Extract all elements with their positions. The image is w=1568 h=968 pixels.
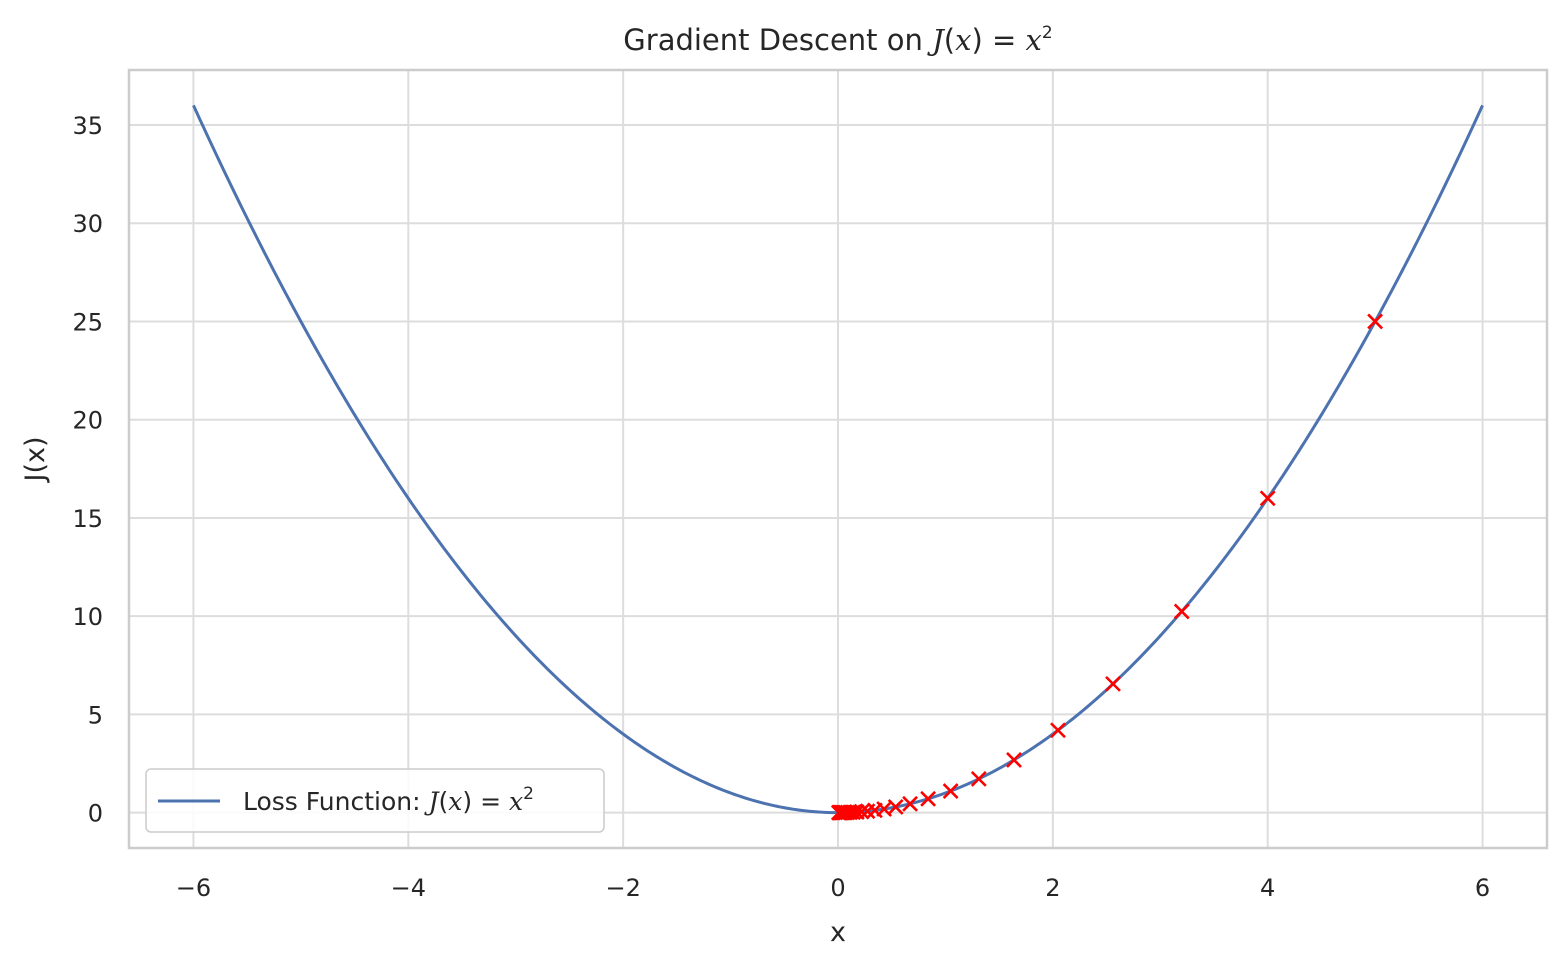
y-axis-label: J(x) [20,436,51,483]
chart-title: Gradient Descent on J(x) = x2 [623,23,1052,57]
x-tick-labels: −6 −4 −2 0 2 4 6 [176,874,1490,902]
legend-box [145,768,605,833]
descent-step-marker [1006,751,1022,768]
y-tick-label: 15 [72,505,103,533]
descent-step-marker [1173,603,1190,620]
x-tick-label: −2 [605,874,640,902]
descent-markers [830,313,1384,821]
legend: Loss Function: J(x) = x2 [145,768,605,833]
y-tick-label: 35 [72,112,103,140]
plot-area-frame [127,68,1549,850]
x-tick-label: −6 [176,874,211,902]
descent-step-marker [1050,722,1066,739]
descent-step-marker [830,804,847,821]
legend-label: Loss Function: J(x) = x2 [243,784,534,816]
y-tick-label: 20 [72,407,103,435]
descent-step-marker [1105,675,1121,692]
x-tick-label: −4 [391,874,426,902]
y-tick-label: 0 [88,800,103,828]
y-tick-label: 5 [88,701,103,729]
x-axis-label: x [830,917,846,948]
descent-step-marker [970,770,987,787]
x-tick-label: 6 [1475,874,1490,902]
y-tick-labels: 0 5 10 15 20 25 30 35 [72,112,103,828]
y-tick-label: 30 [72,210,103,238]
descent-step-marker [942,783,959,799]
x-tick-label: 4 [1260,874,1275,902]
y-tick-label: 10 [72,603,103,631]
descent-step-marker [1259,490,1276,507]
descent-step-marker [1367,313,1384,330]
y-tick-label: 25 [72,308,103,336]
grid [129,70,1547,848]
x-tick-label: 2 [1045,874,1060,902]
x-tick-label: 0 [830,874,845,902]
descent-step-marker [920,790,937,807]
descent-step-marker [902,795,919,812]
